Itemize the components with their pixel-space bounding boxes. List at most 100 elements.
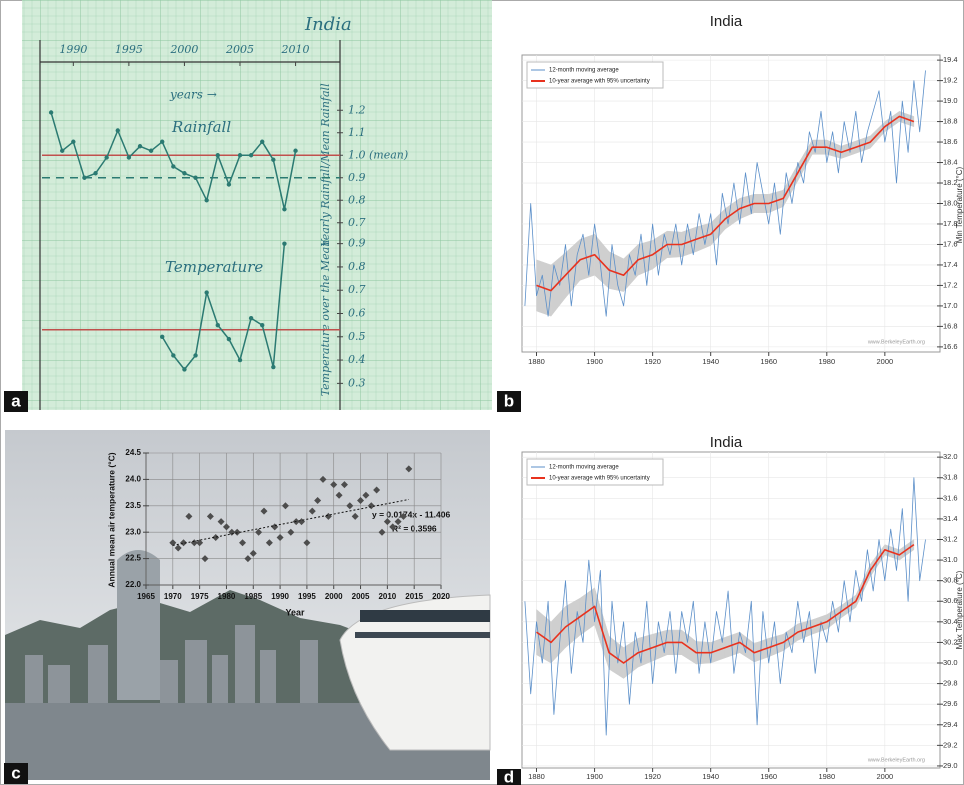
y-tick-label: 17.2 — [943, 280, 958, 289]
y-tick-label: 31.0 — [943, 555, 958, 564]
data-point — [169, 539, 177, 547]
data-point — [244, 555, 252, 563]
data-point — [93, 171, 98, 176]
x-axis-label: years → — [169, 88, 217, 102]
x-tick-label: 1965 — [137, 592, 155, 601]
photo-ship-windows — [355, 632, 490, 638]
data-point — [378, 528, 386, 536]
x-tick-label: 1980 — [818, 772, 835, 781]
legend-label: 12-month moving average — [549, 465, 619, 471]
y-tick-label: 18.6 — [943, 137, 958, 146]
x-tick-label: 2000 — [325, 592, 343, 601]
x-tick-label: 1940 — [702, 357, 719, 366]
photo-buildings — [25, 625, 318, 705]
x-tick-label: 1960 — [760, 357, 777, 366]
plots: 1990 1995 2000 2005 2010 1.2 1.1 1.0 (mean) 0.9 0… — [42, 43, 958, 781]
series-label: Rainfall — [171, 118, 231, 136]
y-tick-label: 17.0 — [943, 301, 958, 310]
y-tick-label: 30.6 — [943, 596, 958, 605]
data-point — [233, 528, 241, 536]
y-tick-label: 29.6 — [943, 699, 958, 708]
watermark: www.BerkeleyEarth.org — [867, 339, 925, 345]
panel-label-box — [4, 763, 28, 784]
data-point — [281, 502, 289, 510]
series-line — [524, 70, 926, 317]
y-tick-label: 29.2 — [943, 740, 958, 749]
y-tick-label: 17.8 — [943, 219, 958, 228]
x-tick-label: 2005 — [352, 592, 370, 601]
x-tick-label: 1975 — [191, 592, 209, 601]
y-tick-label: 31.8 — [943, 473, 958, 482]
x-tick-label: 2000 — [169, 43, 198, 56]
y-tick-label: 30.2 — [943, 637, 958, 646]
y-tick-label: 29.8 — [943, 679, 958, 688]
data-point — [180, 539, 188, 547]
trend-line — [172, 498, 409, 546]
data-point — [282, 207, 287, 212]
data-point — [271, 364, 276, 370]
x-tick-label: 1990 — [59, 43, 87, 56]
y-tick-label: 18.8 — [943, 117, 958, 126]
x-tick-label: 1920 — [644, 357, 661, 366]
data-point — [193, 175, 198, 180]
x-tick-label: 1940 — [702, 772, 719, 781]
data-point — [330, 481, 338, 489]
y-tick-label: 29.0 — [943, 761, 958, 770]
x-tick-label: 2020 — [432, 592, 450, 601]
y-tick-label: 22.0 — [125, 580, 141, 589]
data-point — [248, 153, 254, 158]
y-tick-label: 23.5 — [125, 501, 141, 510]
panel-label-box — [497, 391, 521, 412]
y-axis-label: Annual mean air temperature (°C) — [106, 452, 116, 587]
photo-ship-windows — [360, 610, 490, 622]
panel-title: India — [710, 13, 743, 30]
data-point — [303, 539, 311, 547]
data-point — [193, 353, 198, 358]
data-point — [204, 198, 209, 203]
data-point — [160, 139, 165, 144]
data-point — [260, 139, 265, 144]
x-tick-label: 1980 — [218, 592, 236, 601]
data-point — [104, 155, 109, 160]
data-point — [137, 144, 143, 149]
data-point — [174, 544, 182, 552]
data-point — [201, 555, 209, 563]
data-point — [260, 507, 268, 515]
x-tick-label: 1970 — [164, 592, 182, 601]
data-point — [255, 528, 263, 536]
panel-label-box — [4, 391, 28, 412]
data-point — [319, 475, 327, 483]
y-tick-label: 1.1 — [348, 126, 366, 139]
x-tick-label: 1900 — [586, 772, 603, 781]
data-point — [171, 353, 176, 358]
y-tick-label: 18.0 — [943, 198, 958, 207]
data-point — [399, 512, 407, 520]
y-tick-label: 0.9 — [348, 237, 366, 250]
data-point — [340, 481, 348, 489]
panel-label: c — [11, 763, 20, 782]
x-tick-label: 2000 — [877, 772, 894, 781]
y-tick-label: 1.2 — [348, 103, 366, 116]
data-point — [237, 153, 243, 158]
data-point — [260, 322, 265, 328]
x-tick-label: 2005 — [225, 43, 254, 56]
y-tick-label: 1.0 (mean) — [348, 148, 408, 161]
y-tick-label: 19.0 — [943, 96, 958, 105]
data-point — [346, 502, 354, 510]
data-point — [308, 507, 316, 515]
y-tick-label: 31.4 — [943, 514, 958, 523]
x-tick-label: 1995 — [298, 592, 316, 601]
data-point — [190, 539, 198, 547]
legend-label: 10-year average with 95% uncertainty — [549, 476, 650, 482]
y-tick-label: 29.4 — [943, 720, 958, 729]
data-point — [126, 155, 132, 160]
panel-title: India — [710, 434, 743, 451]
series-line — [524, 477, 926, 736]
y-tick-label: 0.9 — [348, 171, 366, 184]
y-tick-label: 0.8 — [348, 193, 366, 206]
y-tick-label: 0.6 — [348, 307, 366, 320]
data-point — [383, 518, 391, 526]
data-point — [394, 518, 402, 526]
data-point — [115, 128, 120, 133]
panel-label-box — [497, 769, 521, 785]
